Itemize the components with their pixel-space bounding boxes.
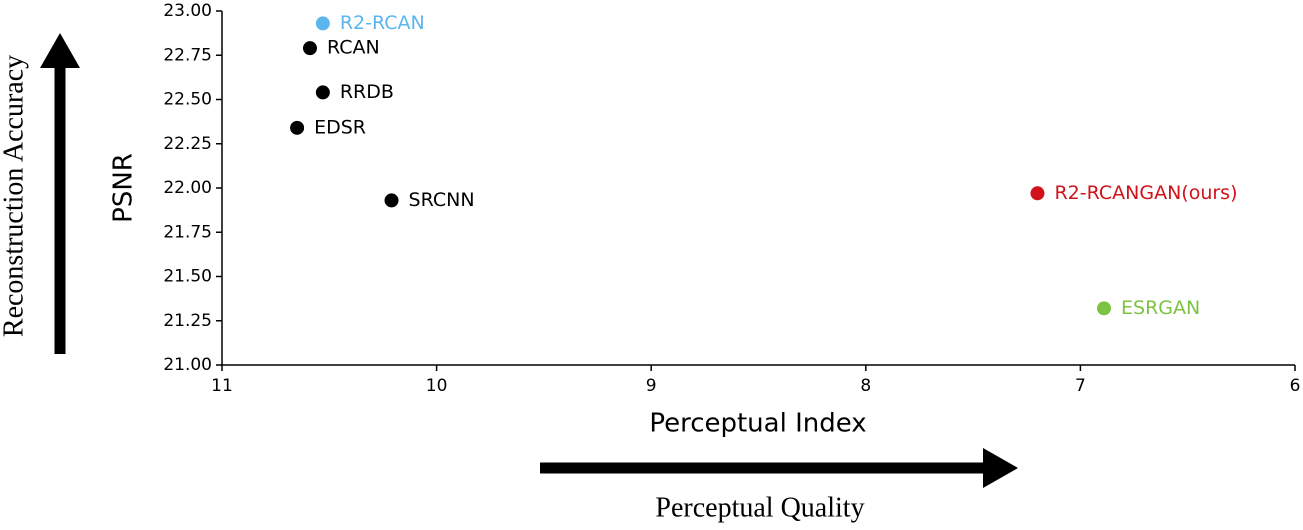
x-tick-label: 9	[646, 376, 657, 396]
point	[1030, 186, 1045, 201]
point	[384, 193, 399, 208]
x-tick-label: 11	[211, 376, 233, 396]
annotation: Reconstruction Accuracy	[0, 55, 29, 337]
accuracy-arrow-head	[40, 33, 80, 68]
x-tick-label: 8	[860, 376, 871, 396]
point-label: SRCNN	[409, 189, 475, 211]
y-axis-label: PSNR	[109, 153, 139, 223]
point	[1097, 301, 1112, 316]
x-tick-label: 10	[426, 376, 448, 396]
y-tick-label: 22.75	[163, 45, 212, 65]
point-label: R2-RCANGAN(ours)	[1054, 182, 1237, 204]
y-tick-label: 21.00	[163, 355, 212, 375]
y-tick-label: 22.00	[163, 178, 212, 198]
y-tick-label: 22.25	[163, 134, 212, 154]
annotation: Perceptual Quality	[655, 492, 864, 523]
point-label: RCAN	[327, 37, 380, 59]
x-tick-label: 6	[1290, 376, 1301, 396]
point	[302, 41, 317, 56]
y-tick-label: 22.50	[163, 90, 212, 110]
quality-arrow-head	[983, 448, 1018, 488]
y-tick-label: 21.50	[163, 267, 212, 287]
point	[315, 16, 330, 31]
y-tick-label: 23.00	[163, 1, 212, 21]
y-tick-label: 21.25	[163, 311, 212, 331]
point-label: R2-RCAN	[340, 12, 425, 34]
x-tick-label: 7	[1075, 376, 1086, 396]
point	[315, 85, 330, 100]
point-label: ESRGAN	[1121, 297, 1200, 319]
point-label: RRDB	[340, 81, 394, 103]
y-tick-label: 21.75	[163, 222, 212, 242]
point	[290, 120, 305, 135]
point-label: EDSR	[314, 116, 366, 138]
x-axis-label: Perceptual Index	[649, 409, 866, 439]
